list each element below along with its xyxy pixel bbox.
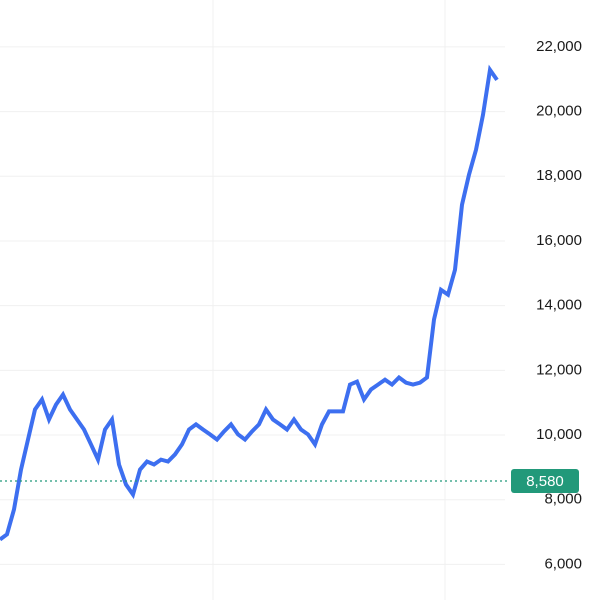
price-line bbox=[0, 64, 499, 542]
last-price-box bbox=[511, 468, 579, 493]
y-tick-label: 16,000 bbox=[536, 232, 582, 249]
y-tick-label: 8,000 bbox=[544, 491, 582, 508]
y-tick-label: 18,000 bbox=[536, 167, 582, 184]
y-tick-label: 6,000 bbox=[544, 555, 582, 572]
y-tick-label: 20,000 bbox=[536, 103, 582, 120]
y-tick-label: 10,000 bbox=[536, 426, 582, 443]
y-tick-label: 22,000 bbox=[536, 38, 582, 55]
y-tick-label: 12,000 bbox=[536, 361, 582, 378]
last-price-label: 8,580 bbox=[526, 473, 564, 490]
y-tick-label: 14,000 bbox=[536, 297, 582, 314]
